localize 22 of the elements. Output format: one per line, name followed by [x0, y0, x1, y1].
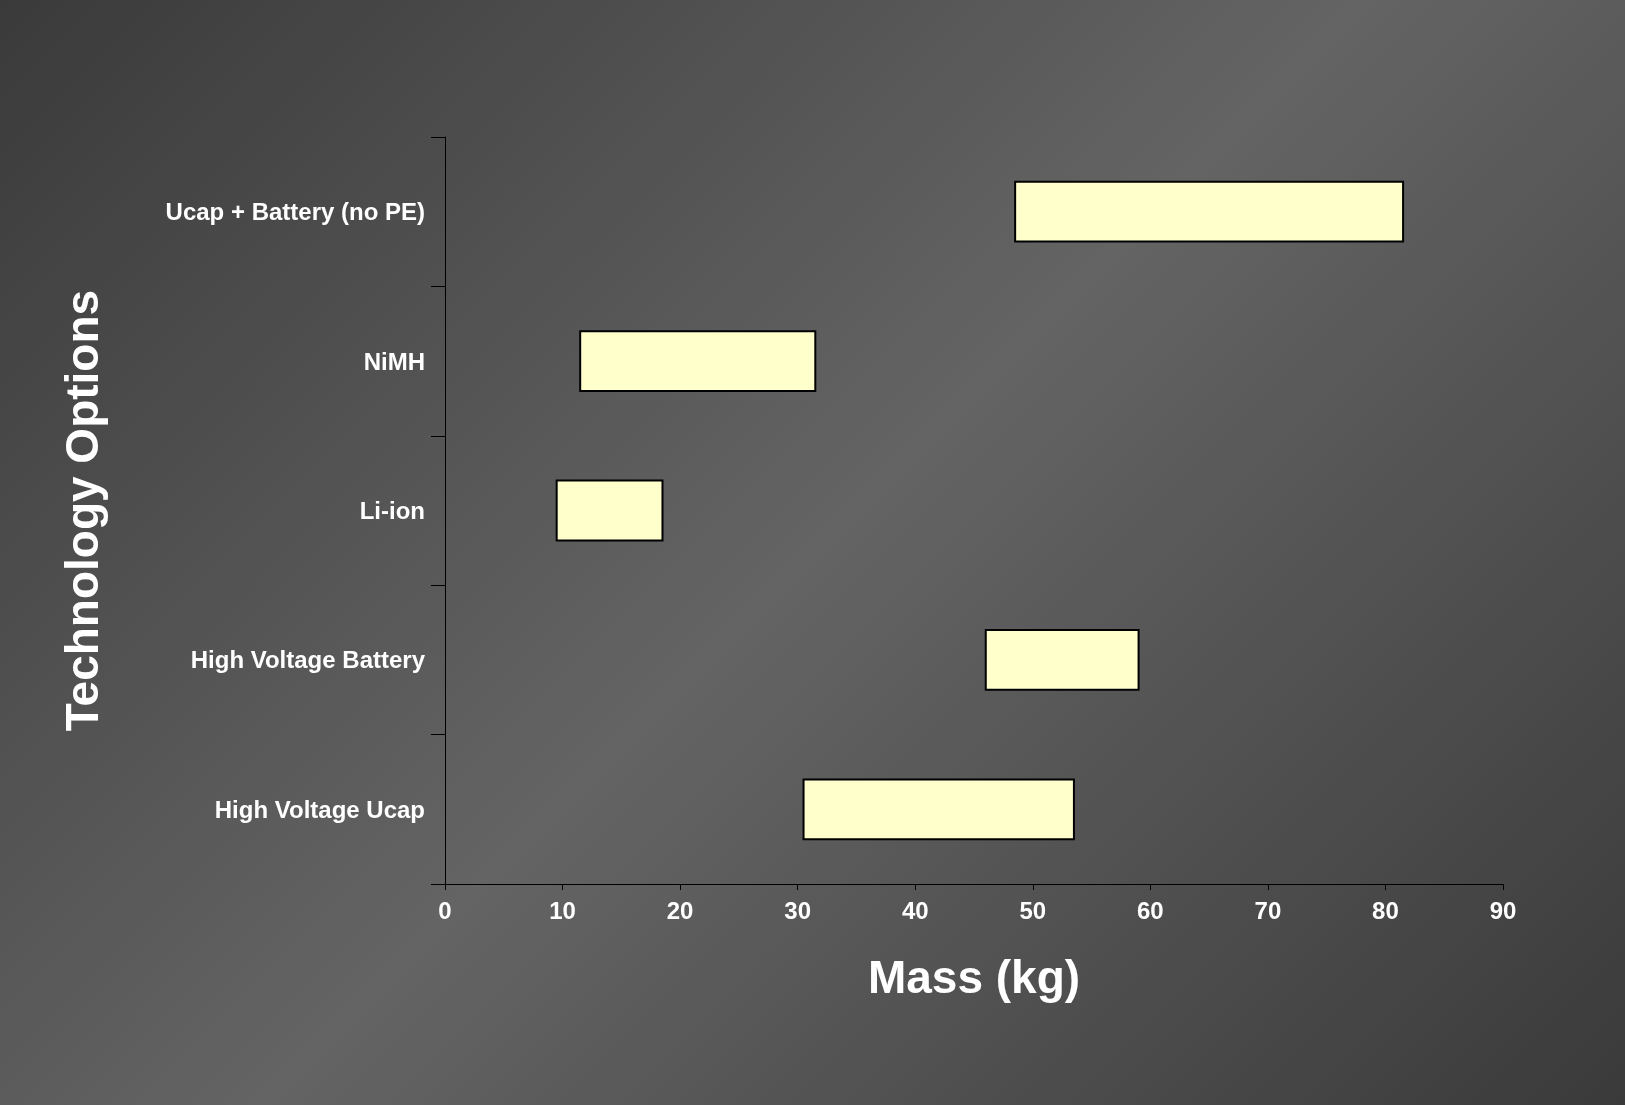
x-tick-label: 10	[549, 896, 576, 924]
x-tick-label: 20	[666, 896, 694, 924]
x-tick-label: 0	[438, 896, 452, 924]
x-tick-label: 30	[784, 896, 812, 924]
x-tick-label: 90	[1489, 896, 1517, 924]
y-axis-title: Technology Options	[56, 289, 108, 732]
x-tick-label: 70	[1254, 896, 1282, 924]
x-tick-label: 40	[901, 896, 929, 924]
x-axis-title: Mass (kg)	[867, 951, 1081, 1003]
y-tick-label: High Voltage Battery	[190, 646, 426, 674]
x-tick-label: 60	[1136, 896, 1164, 924]
x-tick-label: 50	[1019, 896, 1047, 924]
bar	[1014, 180, 1405, 243]
bar	[802, 778, 1075, 841]
x-tick-label: 80	[1372, 896, 1399, 924]
bar	[579, 330, 817, 392]
bar	[555, 479, 664, 542]
bar	[984, 629, 1140, 691]
y-tick-label: Ucap + Battery (no PE)	[165, 198, 425, 226]
y-tick-label: Li-ion	[359, 497, 425, 524]
y-tick-label: NiMH	[363, 347, 425, 375]
y-tick-label: High Voltage Ucap	[214, 795, 425, 823]
